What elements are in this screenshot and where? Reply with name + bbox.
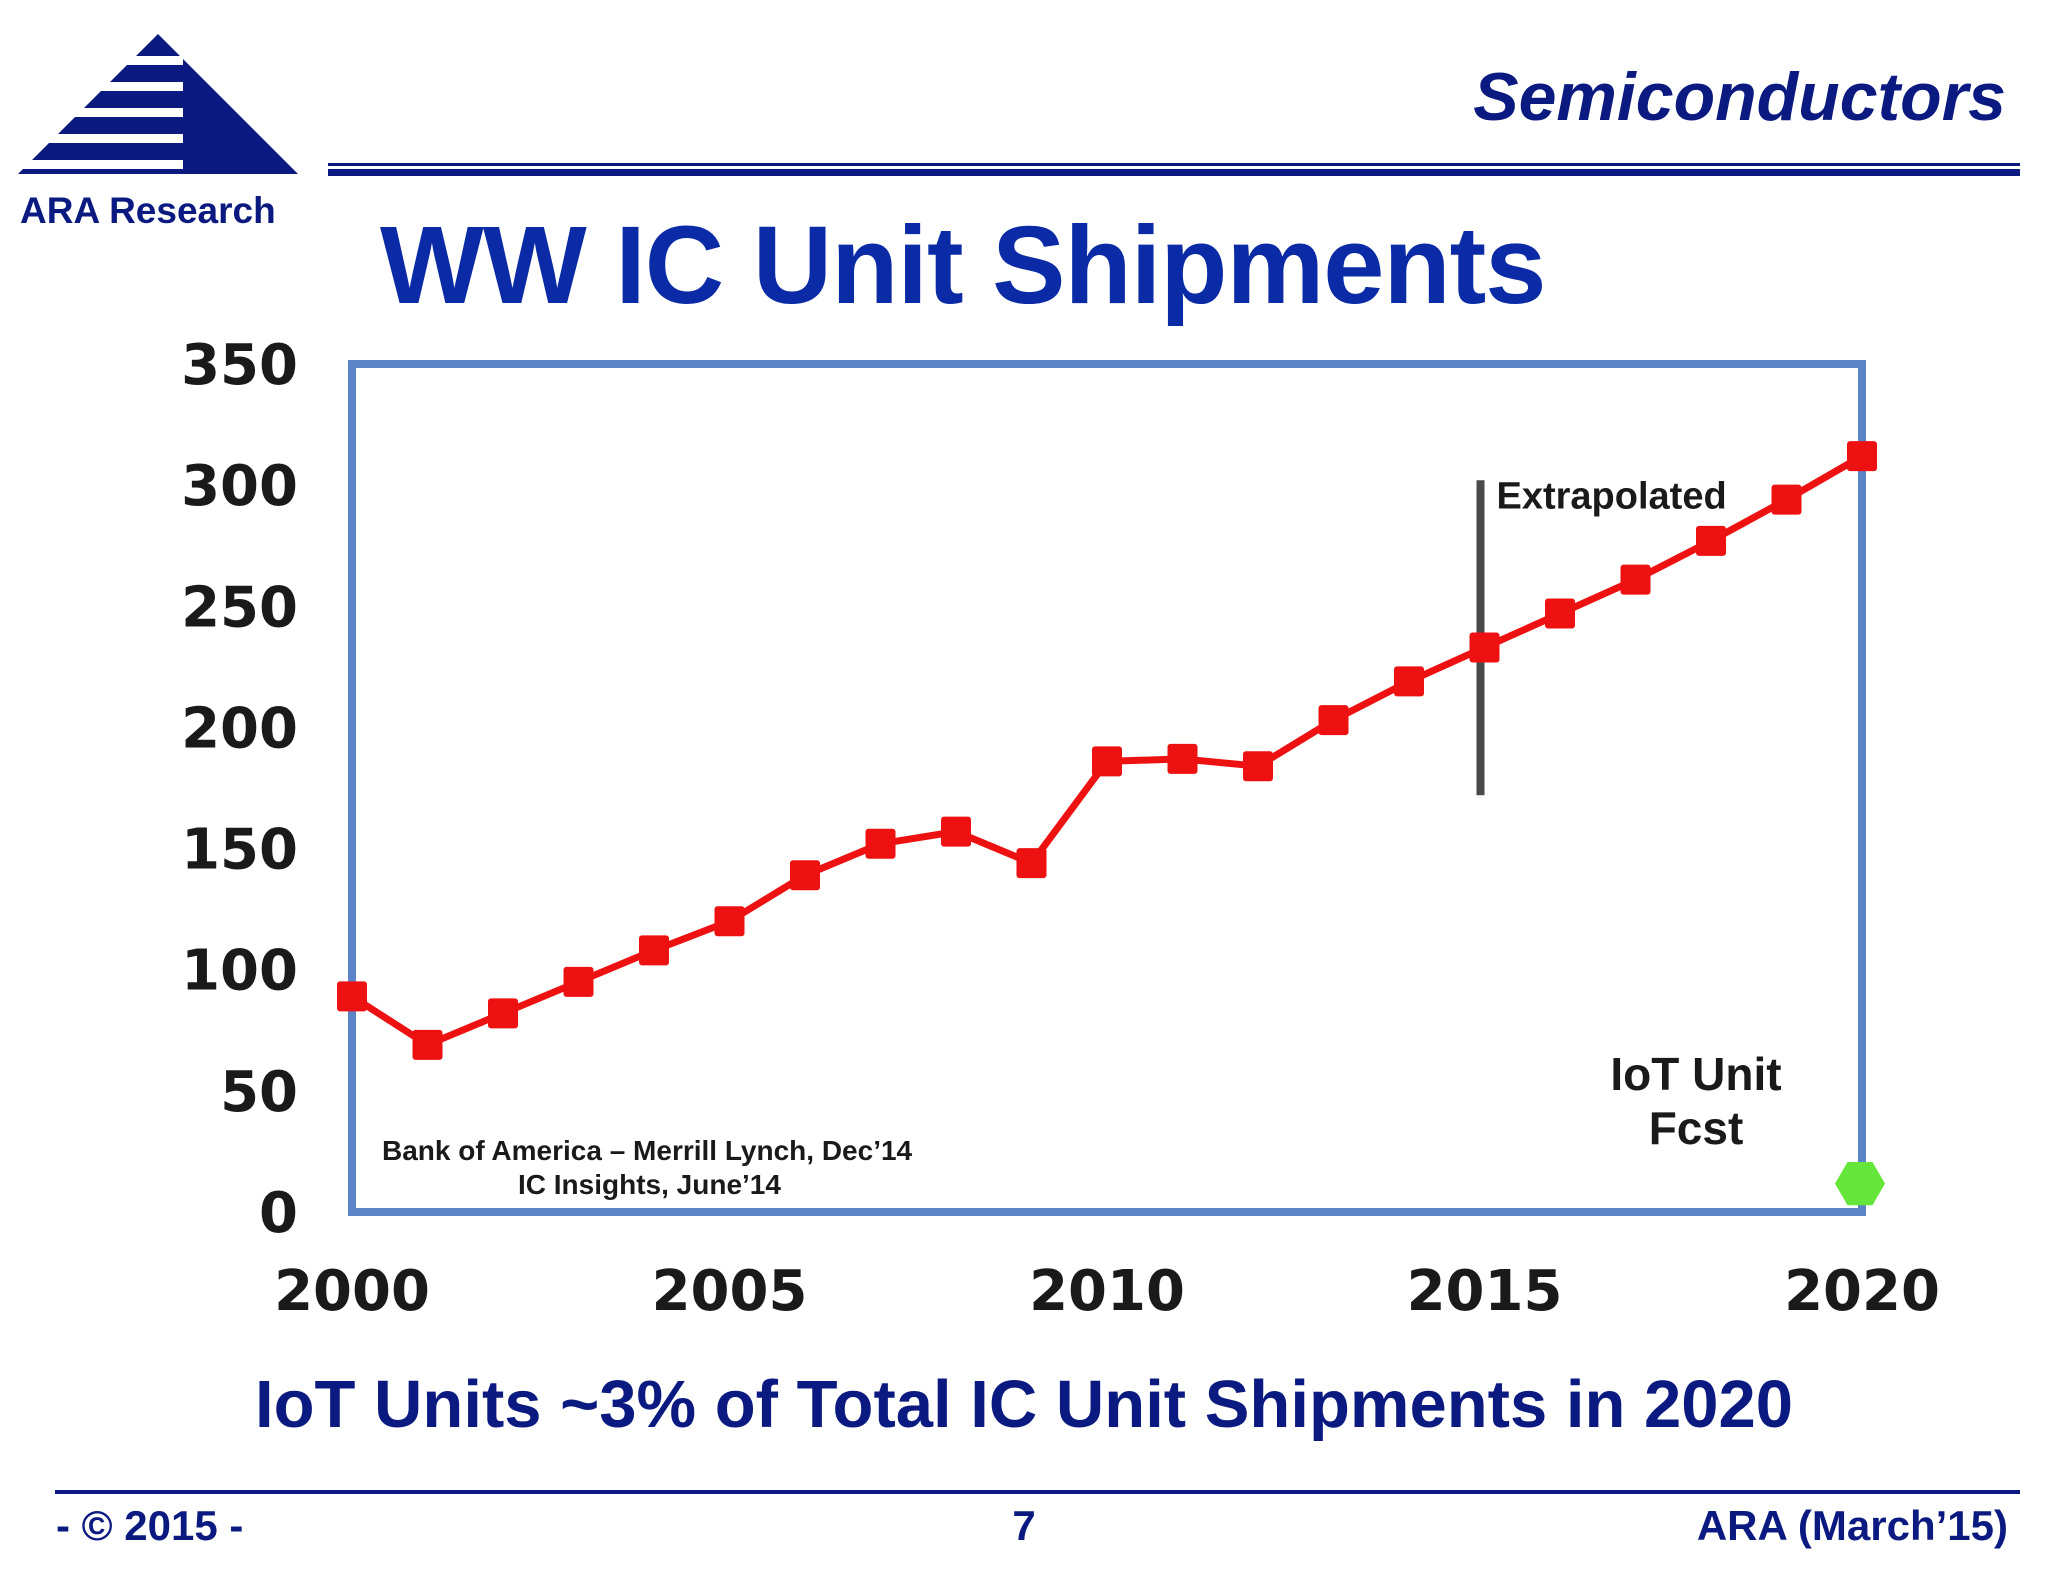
data-point bbox=[1167, 743, 1198, 774]
iot-forecast-label: Fcst bbox=[1649, 1102, 1744, 1154]
data-point bbox=[1394, 666, 1424, 697]
y-tick-label: 350 bbox=[181, 333, 298, 398]
source-line: Bank of America – Merrill Lynch, Dec’14 bbox=[382, 1135, 913, 1166]
ara-logo bbox=[18, 34, 303, 244]
data-point bbox=[1469, 632, 1500, 663]
data-point bbox=[1016, 848, 1047, 879]
x-axis: 2000 2005 2010 2015 2020 bbox=[274, 1259, 1940, 1324]
iot-forecast-point bbox=[1835, 1162, 1885, 1206]
data-point bbox=[1771, 484, 1802, 515]
y-tick-label: 300 bbox=[181, 454, 298, 519]
y-tick-label: 200 bbox=[181, 696, 298, 761]
data-point bbox=[412, 1029, 443, 1060]
y-tick-label: 50 bbox=[220, 1060, 298, 1125]
y-axis: 0 50 100 150 200 250 300 350 bbox=[181, 333, 298, 1246]
data-point bbox=[488, 998, 518, 1029]
pyramid-logo-icon bbox=[18, 34, 298, 174]
data-point bbox=[1318, 705, 1349, 736]
footer-copyright: - © 2015 - bbox=[56, 1502, 244, 1549]
y-tick-label: 150 bbox=[181, 818, 298, 883]
x-tick-label: 2005 bbox=[652, 1259, 808, 1324]
data-point bbox=[639, 935, 669, 966]
chart-subtitle: IoT Units ~3% of Total IC Unit Shipments… bbox=[254, 1367, 1794, 1442]
series-ic-units bbox=[337, 441, 1877, 1060]
data-point bbox=[1620, 564, 1651, 595]
page-number: 7 bbox=[1012, 1502, 1036, 1549]
data-point bbox=[714, 906, 745, 937]
footer-citation: ARA (March’15) bbox=[1696, 1502, 2008, 1549]
data-point bbox=[563, 966, 594, 997]
data-point bbox=[1847, 441, 1877, 472]
extrapolated-marker: Extrapolated bbox=[1476, 475, 1727, 796]
data-point bbox=[865, 828, 896, 859]
data-point bbox=[941, 816, 971, 847]
x-tick-label: 2020 bbox=[1784, 1259, 1940, 1324]
y-tick-label: 0 bbox=[259, 1181, 298, 1246]
footer-divider bbox=[55, 1490, 2020, 1494]
page-title: WW IC Unit Shipments bbox=[380, 204, 1546, 327]
data-point bbox=[1696, 525, 1726, 556]
x-tick-label: 2015 bbox=[1407, 1259, 1563, 1324]
x-tick-label: 2010 bbox=[1029, 1259, 1185, 1324]
data-point bbox=[790, 860, 820, 891]
header-divider-thick bbox=[328, 169, 2020, 176]
header-divider bbox=[328, 163, 2020, 166]
data-point bbox=[1545, 598, 1575, 629]
source-line: IC Insights, June’14 bbox=[518, 1169, 781, 1200]
y-tick-label: 250 bbox=[181, 575, 298, 640]
section-label: Semiconductors bbox=[1473, 59, 2006, 135]
x-tick-label: 2000 bbox=[274, 1259, 430, 1324]
brand-name: ARA Research bbox=[20, 190, 276, 231]
data-point bbox=[337, 981, 367, 1012]
extrapolated-label: Extrapolated bbox=[1497, 475, 1727, 517]
data-point bbox=[1243, 751, 1273, 782]
y-tick-label: 100 bbox=[181, 939, 298, 1004]
iot-forecast-label: IoT Unit bbox=[1610, 1048, 1781, 1100]
source-note: Bank of America – Merrill Lynch, Dec’14I… bbox=[382, 1135, 913, 1200]
plot-frame bbox=[348, 360, 1866, 1216]
data-point bbox=[1092, 746, 1122, 777]
